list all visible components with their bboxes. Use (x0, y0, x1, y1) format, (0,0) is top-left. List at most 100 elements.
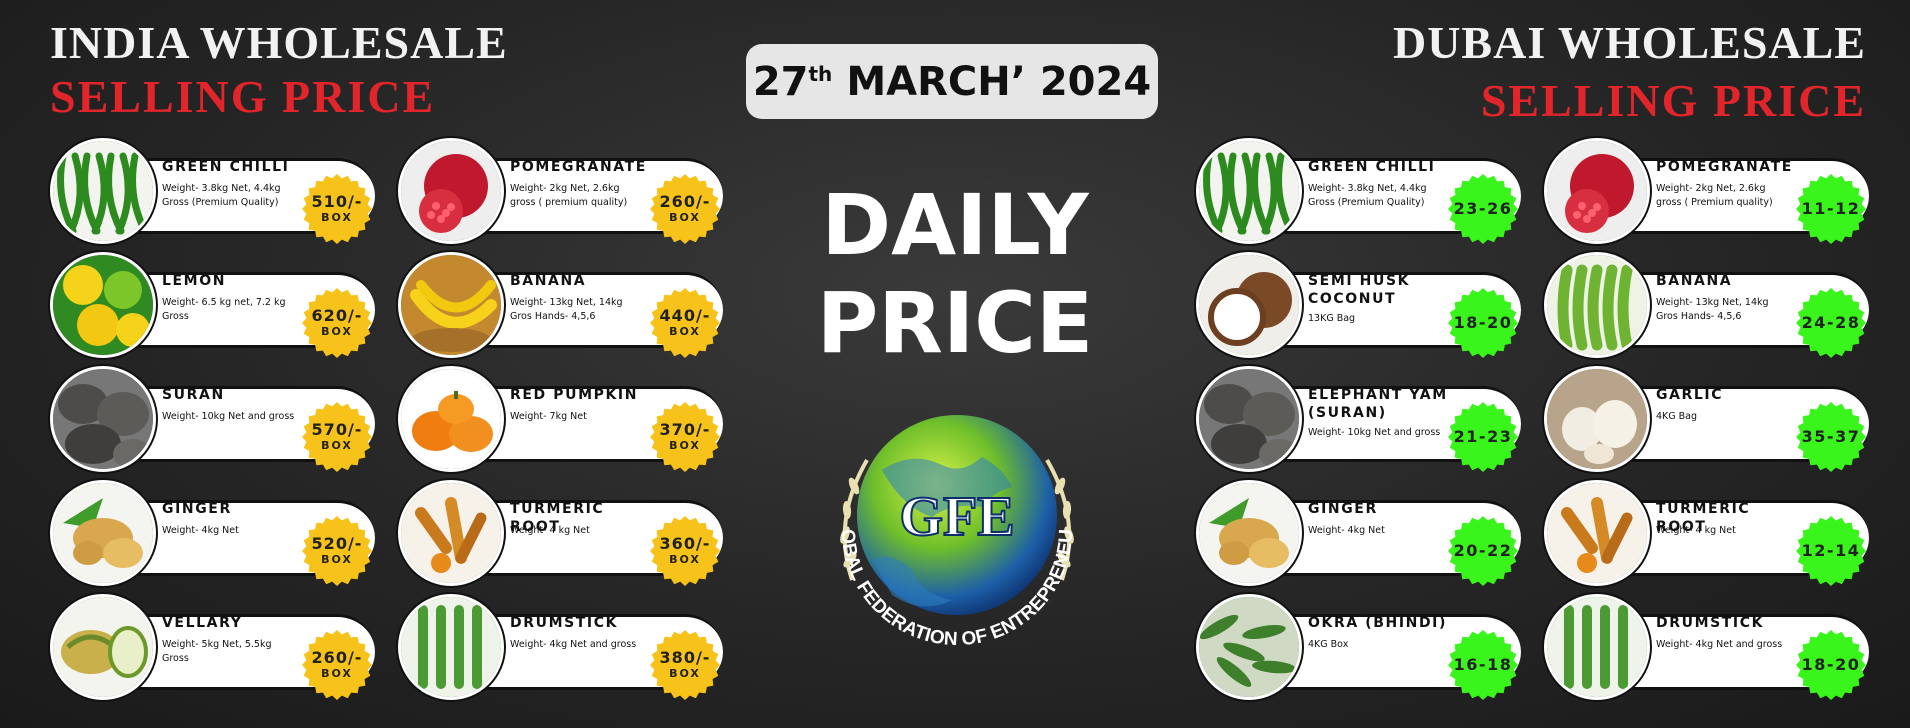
item-unit: BOX (669, 325, 701, 338)
item-price: 510/- (311, 192, 363, 211)
suran-image-art (1199, 369, 1299, 469)
item-name: SURAN (162, 387, 225, 403)
item-description: 13KG Bag (1308, 313, 1356, 324)
item-price: 260/- (659, 192, 711, 211)
price-badge: 370/- BOX (650, 402, 720, 472)
dubai-item-card: GREEN CHILLI Weight- 3.8kg Net, 4.4kg Gro… (1196, 138, 1526, 244)
item-name: GREEN CHILLI (1308, 159, 1436, 175)
india-item-card: GINGER Weight- 4kg Net 520/- BOX (50, 480, 380, 586)
price-badge: 18-20 (1796, 630, 1866, 700)
item-price: 12-14 (1801, 541, 1861, 560)
banana-image (398, 252, 504, 358)
pomegranate-image (398, 138, 504, 244)
item-unit: BOX (321, 325, 353, 338)
dubai-item-card: TURMERIC ROOT Weight- 4 kg Net 12-14 (1544, 480, 1874, 586)
ginger-image-art (1199, 483, 1299, 583)
drumstick-image (398, 594, 504, 700)
dubai-item-card: SEMI HUSK COCONUT 13KG Bag 18-20 (1196, 252, 1526, 358)
item-name: BANANA (510, 273, 587, 289)
item-description: Weight- 2kg Net, 2.6kg gross ( Premium q… (1656, 183, 1773, 208)
turmeric-image (398, 480, 504, 586)
okra-image (1196, 594, 1302, 700)
green-banana-image (1544, 252, 1650, 358)
headline-line1: DAILY (821, 176, 1089, 274)
turmeric-image-art (401, 483, 501, 583)
drumstick-image-art (401, 597, 501, 697)
price-badge: 16-18 (1448, 630, 1518, 700)
ginger-image (50, 480, 156, 586)
turmeric-image (1544, 480, 1650, 586)
dubai-item-card: OKRA (BHINDI) 4KG Box 16-18 (1196, 594, 1526, 700)
item-unit: BOX (669, 211, 701, 224)
dubai-item-card: ELEPHANT YAM (SURAN) Weight- 10kg Net and… (1196, 366, 1526, 472)
item-name: ELEPHANT YAM (SURAN) (1308, 387, 1448, 421)
date-suffix: th (808, 61, 833, 86)
price-badge: 11-12 (1796, 174, 1866, 244)
item-price: 360/- (659, 534, 711, 553)
item-name: TURMERIC ROOT (510, 501, 605, 535)
price-badge: 24-28 (1796, 288, 1866, 358)
price-badge: 12-14 (1796, 516, 1866, 586)
coconut-image-art (1199, 255, 1299, 355)
price-badge: 520/- BOX (302, 516, 372, 586)
dubai-item-card: GARLIC 4KG Bag 35-37 (1544, 366, 1874, 472)
india-item-card: VELLARY Weight- 5kg Net, 5.5kg Gross 260/-… (50, 594, 380, 700)
item-unit: BOX (669, 667, 701, 680)
item-name: POMEGRANATE (510, 159, 647, 175)
price-badge: 18-20 (1448, 288, 1518, 358)
item-price: 620/- (311, 306, 363, 325)
item-price: 11-12 (1801, 199, 1861, 218)
item-price: 24-28 (1801, 313, 1861, 332)
dubai-item-card: BANANA Weight- 13kg Net, 14kg Gros Hands-… (1544, 252, 1874, 358)
dubai-item-card: DRUMSTICK Weight- 4kg Net and gross 18-20 (1544, 594, 1874, 700)
price-badge: 570/- BOX (302, 402, 372, 472)
item-price: 16-18 (1453, 655, 1513, 674)
price-badge: 440/- BOX (650, 288, 720, 358)
item-price: 21-23 (1453, 427, 1513, 446)
green-chilli-image-art (53, 141, 153, 241)
india-item-card: GREEN CHILLI Weight- 3.8kg Net, 4.4kg Gro… (50, 138, 380, 244)
drumstick-image-art (1547, 597, 1647, 697)
item-description: Weight- 4 kg Net (510, 525, 590, 536)
item-name: POMEGRANATE (1656, 159, 1793, 175)
india-item-card: POMEGRANATE Weight- 2kg Net, 2.6kg gross … (398, 138, 728, 244)
green-banana-image-art (1547, 255, 1647, 355)
date-month-year: MARCH’ 2024 (846, 58, 1152, 105)
item-name: GARLIC (1656, 387, 1724, 403)
pumpkin-image (398, 366, 504, 472)
dubai-subtitle: SELLING PRICE (1480, 75, 1866, 126)
suran-image (50, 366, 156, 472)
india-item-card: BANANA Weight- 13kg Net, 14kg Gros Hands-… (398, 252, 728, 358)
item-price: 20-22 (1453, 541, 1513, 560)
pumpkin-image-art (401, 369, 501, 469)
pomegranate-image-art (1547, 141, 1647, 241)
price-badge: 360/- BOX (650, 516, 720, 586)
item-description: Weight- 2kg Net, 2.6kg gross ( premium q… (510, 183, 628, 208)
pomegranate-image (1544, 138, 1650, 244)
item-price: 18-20 (1453, 313, 1513, 332)
green-chilli-image (50, 138, 156, 244)
item-price: 23-26 (1453, 199, 1513, 218)
item-description: Weight- 3.8kg Net, 4.4kg Gross (Premium … (162, 183, 281, 208)
daily-price-headline: DAILY PRICE (760, 176, 1150, 372)
price-badge: 35-37 (1796, 402, 1866, 472)
india-item-card: DRUMSTICK Weight- 4kg Net and gross 380/- B… (398, 594, 728, 700)
item-unit: BOX (321, 667, 353, 680)
vellary-image (50, 594, 156, 700)
headline-line2: PRICE (816, 274, 1094, 372)
item-description: Weight- 4kg Net (1308, 525, 1385, 536)
garlic-image-art (1547, 369, 1647, 469)
date-day: 27 (752, 58, 809, 105)
item-name: LEMON (162, 273, 227, 289)
gfe-logo: GFE GLOBAL FEDERATION OF ENTREPRENEURS (812, 410, 1077, 650)
item-name: GINGER (1308, 501, 1378, 517)
item-price: 520/- (311, 534, 363, 553)
item-name: GINGER (162, 501, 232, 517)
item-price: 260/- (311, 648, 363, 667)
coconut-image (1196, 252, 1302, 358)
item-price: 35-37 (1801, 427, 1861, 446)
item-unit: BOX (321, 439, 353, 452)
pomegranate-image-art (401, 141, 501, 241)
item-description: Weight- 4kg Net (162, 525, 239, 536)
item-name: DRUMSTICK (1656, 615, 1765, 631)
